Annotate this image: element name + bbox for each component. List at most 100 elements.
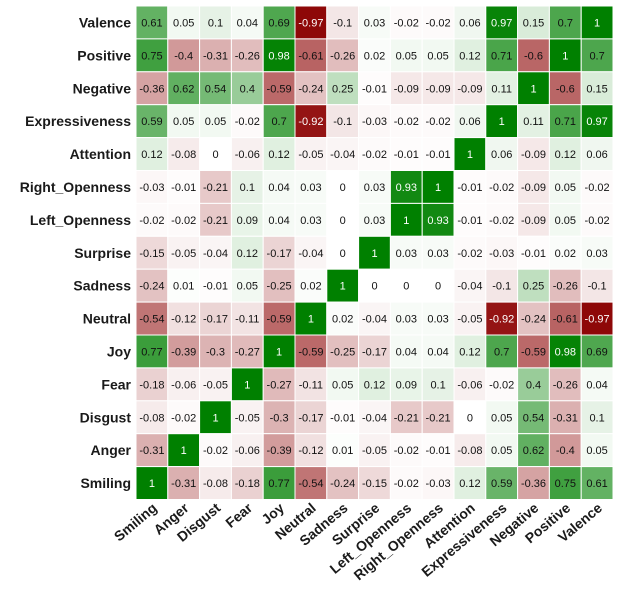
cell-value-label: 1 xyxy=(371,248,377,260)
heatmap-cell xyxy=(167,38,201,73)
heatmap-cell xyxy=(485,334,519,369)
heatmap-cell xyxy=(294,5,328,40)
cell-value-label: -0.01 xyxy=(330,412,355,424)
heatmap-cell xyxy=(294,268,328,303)
cell-value-label: 0.05 xyxy=(396,50,417,62)
cell-value-label: 0.03 xyxy=(300,215,321,227)
cell-value-label: 1 xyxy=(562,50,568,62)
heatmap-cell xyxy=(580,400,614,435)
cell-value-label: -0.02 xyxy=(394,116,419,128)
heatmap-cell xyxy=(548,400,582,435)
heatmap-cell xyxy=(135,137,169,172)
cell-value-label: -0.08 xyxy=(139,412,164,424)
cell-value-label: 1 xyxy=(276,346,282,358)
heatmap-cell xyxy=(135,400,169,435)
row-label-disgust: Disgust xyxy=(80,409,132,425)
cell-value-label: 0.12 xyxy=(364,379,385,391)
heatmap-cell xyxy=(167,466,201,501)
heatmap-cell xyxy=(358,400,391,435)
heatmap-cell xyxy=(135,202,169,237)
heatmap-cell xyxy=(167,104,201,139)
heatmap-cell xyxy=(199,104,232,139)
cell-value-label: -0.02 xyxy=(489,215,514,227)
cell-value-label: 0 xyxy=(340,248,346,260)
cell-value-label: 0.93 xyxy=(396,182,417,194)
cell-value-label: -0.02 xyxy=(362,149,387,161)
heatmap-cell xyxy=(294,334,328,369)
cell-value-label: 0.25 xyxy=(332,83,353,95)
cell-value-label: -0.09 xyxy=(521,215,546,227)
cell-value-label: -0.06 xyxy=(235,445,260,457)
heatmap-cell xyxy=(230,466,264,501)
cell-value-label: 0 xyxy=(340,215,346,227)
cell-value-label: 0.04 xyxy=(396,346,417,358)
cell-value-label: 0.59 xyxy=(491,478,512,490)
cell-value-label: 0.71 xyxy=(491,50,512,62)
heatmap-cell xyxy=(326,466,360,501)
cell-value-label: -0.54 xyxy=(139,314,164,326)
row-label-negative: Negative xyxy=(73,80,132,96)
heatmap-cell xyxy=(517,466,550,501)
cell-value-label: -0.02 xyxy=(171,412,196,424)
heatmap-cell xyxy=(580,71,614,106)
cell-value-label: 0 xyxy=(371,281,377,293)
heatmap-cell xyxy=(135,5,169,40)
heatmap-cell xyxy=(135,268,169,303)
row-label-attention: Attention xyxy=(70,146,131,162)
cell-value-label: -0.31 xyxy=(203,50,228,62)
heatmap-cell xyxy=(421,235,455,270)
cell-value-label: -0.3 xyxy=(270,412,289,424)
cell-value-label: -0.04 xyxy=(362,314,387,326)
cell-value-label: -0.03 xyxy=(139,182,164,194)
cell-value-label: 0.03 xyxy=(364,17,385,29)
cell-value-label: 1 xyxy=(181,445,187,457)
cell-value-label: -0.02 xyxy=(457,248,482,260)
heatmap-cell xyxy=(548,367,582,402)
heatmap-cell xyxy=(358,268,391,303)
heatmap-cell xyxy=(262,104,296,139)
cell-value-label: -0.11 xyxy=(235,314,259,326)
heatmap-cell xyxy=(485,71,519,106)
cell-value-label: -0.04 xyxy=(330,149,355,161)
heatmap-cell xyxy=(199,367,232,402)
cell-value-label: -0.21 xyxy=(426,412,451,424)
cell-value-label: -0.1 xyxy=(492,281,511,293)
heatmap-cell xyxy=(517,170,550,204)
cell-value-label: -0.59 xyxy=(267,314,292,326)
cell-value-label: -0.59 xyxy=(267,83,292,95)
cell-value-label: 0.12 xyxy=(268,149,289,161)
cell-value-label: -0.24 xyxy=(330,478,355,490)
cell-value-label: 0.05 xyxy=(555,215,576,227)
cell-value-label: 0.62 xyxy=(173,83,194,95)
heatmap-cell xyxy=(485,433,519,468)
cell-value-label: -0.02 xyxy=(171,215,196,227)
cell-value-label: 0.61 xyxy=(141,17,162,29)
cell-value-label: 0.05 xyxy=(586,445,607,457)
cell-value-label: 0.4 xyxy=(240,83,255,95)
cell-value-label: 0 xyxy=(403,281,409,293)
cell-value-label: -0.12 xyxy=(298,445,323,457)
cell-value-label: -0.59 xyxy=(521,346,546,358)
cell-value-label: -0.59 xyxy=(298,346,323,358)
heatmap-cell xyxy=(517,202,550,237)
cell-value-label: 0.15 xyxy=(523,17,544,29)
heatmap-cell xyxy=(326,433,360,468)
cell-value-label: -0.61 xyxy=(298,50,323,62)
cell-value-label: 0.04 xyxy=(237,17,258,29)
heatmap-cell xyxy=(548,137,582,172)
cell-value-label: 0.4 xyxy=(526,379,541,391)
cell-value-label: -0.08 xyxy=(171,149,196,161)
cell-value-label: -0.08 xyxy=(203,478,228,490)
cell-value-label: 0.05 xyxy=(427,50,448,62)
heatmap-cell xyxy=(294,170,328,204)
heatmap-cell xyxy=(358,466,391,501)
heatmap-cell xyxy=(517,433,550,468)
heatmap-cell xyxy=(453,334,487,369)
cell-value-label: 0.01 xyxy=(173,281,194,293)
cell-value-label: -0.04 xyxy=(362,412,387,424)
cell-value-label: -0.01 xyxy=(457,215,482,227)
heatmap-cell xyxy=(453,104,487,139)
heatmap-cell xyxy=(580,301,614,336)
cell-value-label: -0.02 xyxy=(394,445,419,457)
cell-value-label: 0.05 xyxy=(205,116,226,128)
